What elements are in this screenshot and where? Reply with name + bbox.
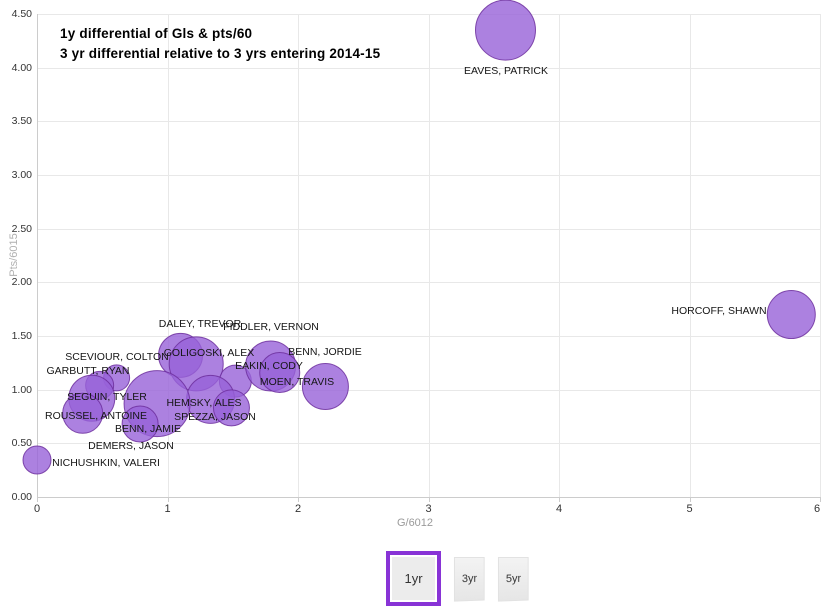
plot-svg [22, 0, 821, 502]
range-selector: 1yr 3yr 5yr [386, 551, 529, 606]
range-button-1yr[interactable]: 1yr [386, 551, 441, 606]
bubble-benn-jordie[interactable] [259, 351, 301, 393]
bubble-spezza-jason[interactable] [212, 389, 250, 427]
bubble-demers-jason[interactable] [121, 405, 159, 443]
chart-area: 1y differential of Gls & pts/60 3 yr dif… [8, 0, 821, 529]
bubble-roussel-antoine[interactable] [62, 392, 104, 434]
bubble-eaves-patrick[interactable] [475, 0, 536, 61]
range-button-3yr[interactable]: 3yr [453, 556, 485, 602]
range-button-5yr[interactable]: 5yr [497, 556, 529, 602]
bubble-nichushkin-valeri[interactable] [22, 445, 52, 475]
bubble-horcoff-shawn[interactable] [766, 290, 816, 340]
bubble-moen-travis[interactable] [301, 362, 349, 410]
